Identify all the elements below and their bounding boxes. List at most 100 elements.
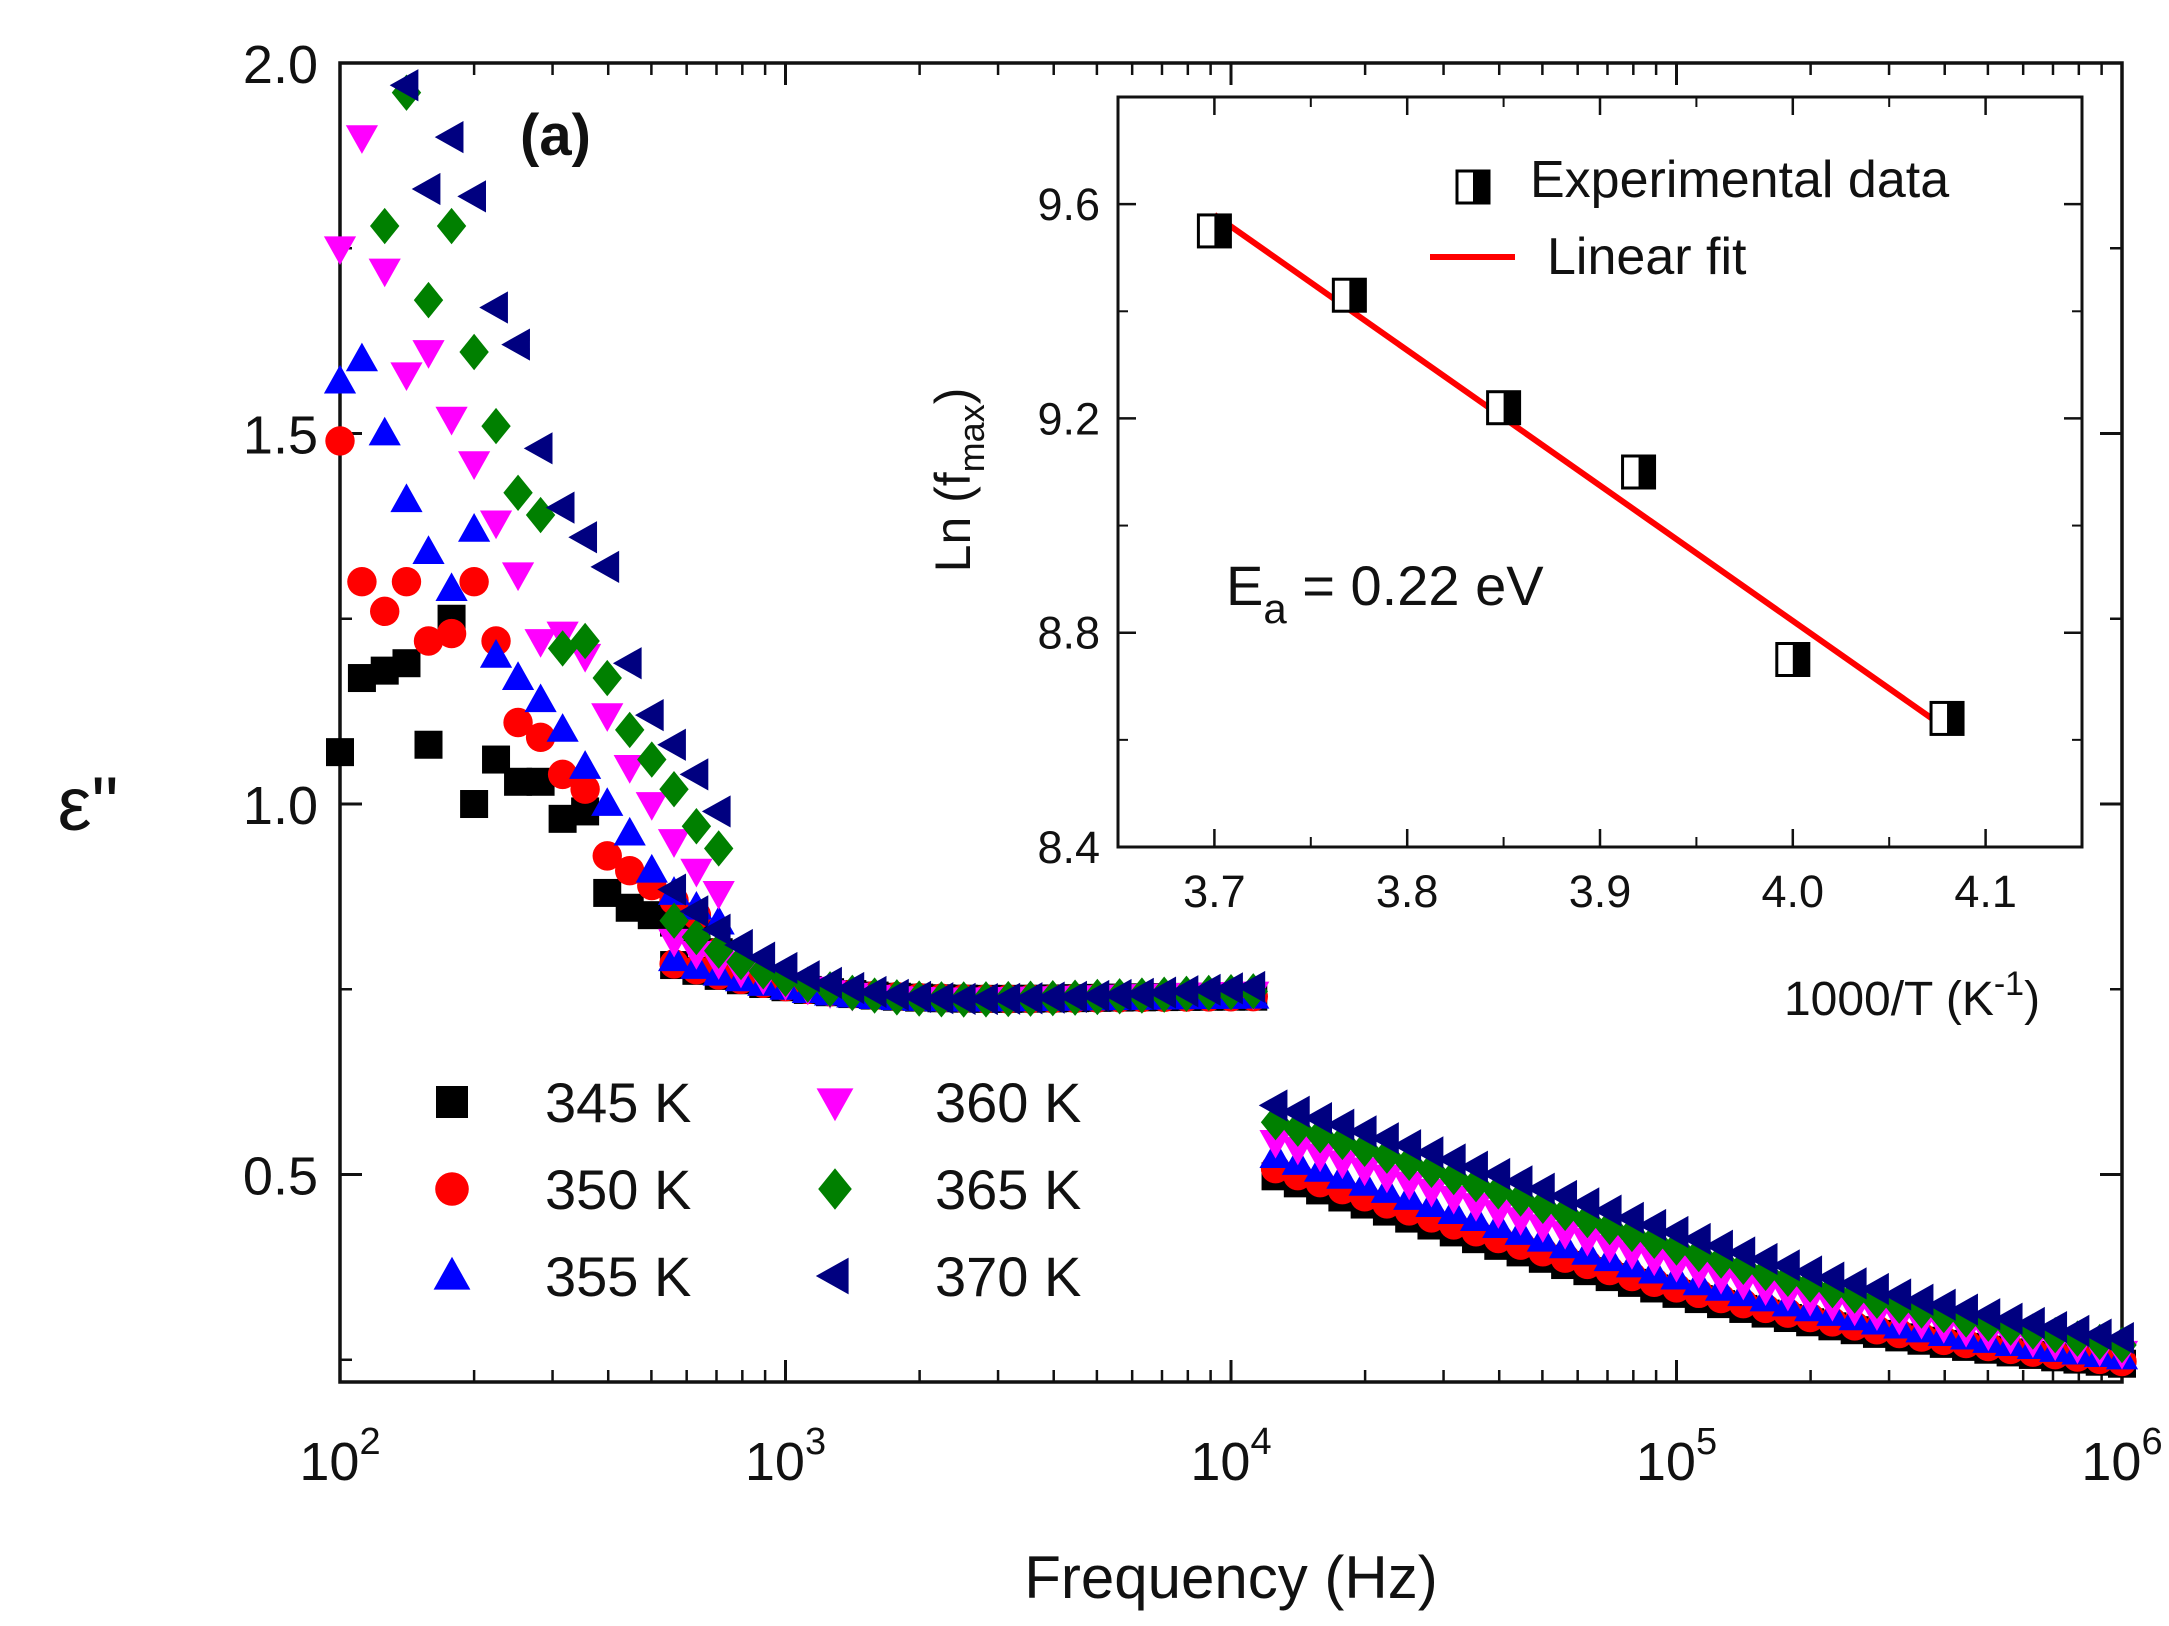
data-point <box>726 943 756 981</box>
data-point <box>1971 1298 2001 1331</box>
data-point <box>1795 1266 1825 1303</box>
data-point <box>345 125 379 154</box>
x-tick-label: 105 <box>1636 1421 1717 1492</box>
data-point <box>902 980 932 1013</box>
inset-legend: Experimental data Linear fit <box>1430 151 1949 286</box>
inset-y-title-main: Ln (f <box>925 472 981 572</box>
data-point <box>1750 1254 1781 1292</box>
data-point <box>501 661 535 690</box>
data-point <box>1548 1179 1578 1213</box>
data-point <box>1860 1272 1889 1306</box>
data-point <box>436 618 467 649</box>
legend-marker-355-K <box>433 1256 471 1290</box>
inset-y-tick-label: 8.8 <box>1037 608 1100 659</box>
data-point <box>658 928 691 958</box>
data-point <box>368 416 401 446</box>
data-point <box>991 982 1021 1015</box>
data-point <box>946 982 976 1015</box>
data-point <box>460 790 489 819</box>
data-point <box>1661 1229 1692 1266</box>
data-point <box>569 750 602 779</box>
inset-y-tick-label: 8.4 <box>1037 822 1100 873</box>
data-point <box>680 941 713 970</box>
main-ticks: 102 103 104 105 106 0.5 1.0 1.5 2.0 <box>243 35 2163 1492</box>
data-point <box>1327 1123 1358 1161</box>
inset-data-point <box>1196 213 1232 249</box>
data-point <box>813 966 842 999</box>
legend-marker-345-K <box>436 1086 468 1118</box>
data-point <box>390 362 423 392</box>
data-point <box>1793 1255 1823 1288</box>
data-point <box>1837 1267 1867 1300</box>
data-point <box>1639 1222 1669 1260</box>
data-point <box>1882 1278 1912 1311</box>
data-point <box>2038 1310 2068 1344</box>
data-point <box>501 562 535 592</box>
data-point <box>1102 978 1132 1012</box>
data-point <box>1459 1150 1488 1183</box>
x-axis-title: Frequency (Hz) <box>1024 1544 1437 1611</box>
data-point <box>2105 1321 2134 1355</box>
data-point <box>546 713 579 742</box>
data-point <box>1347 1115 1377 1148</box>
annotation-subscript: a <box>1263 585 1287 632</box>
data-point <box>547 630 578 667</box>
data-point <box>635 792 668 821</box>
data-point <box>570 774 600 804</box>
legend-label: 350 K <box>545 1158 691 1221</box>
data-point <box>1392 1129 1422 1162</box>
data-point <box>368 258 401 288</box>
data-point <box>1572 1201 1603 1239</box>
data-point <box>1927 1288 1956 1321</box>
inset-ticks: 3.7 3.8 3.9 4.0 4.1 8.4 8.8 9.2 9.6 <box>1037 96 2083 917</box>
data-point <box>746 941 776 974</box>
data-point <box>434 121 464 154</box>
data-point <box>679 758 709 791</box>
data-point <box>2060 1314 2090 1348</box>
legend-marker-370-K <box>815 1257 849 1295</box>
data-point <box>1436 1143 1466 1176</box>
data-point <box>634 698 664 732</box>
data-point <box>479 639 513 668</box>
data-point <box>1526 1172 1555 1205</box>
data-point <box>1058 980 1087 1014</box>
data-point <box>659 770 689 808</box>
x-tick-label: 102 <box>299 1421 380 1492</box>
data-point <box>435 406 468 436</box>
data-point <box>701 795 731 828</box>
legend-label: 370 K <box>935 1245 1081 1308</box>
annotation-value: = 0.22 eV <box>1287 554 1545 617</box>
legend-label: 345 K <box>545 1071 691 1134</box>
data-point <box>702 881 735 910</box>
data-point <box>458 451 491 480</box>
data-point <box>370 207 400 245</box>
data-point <box>459 567 489 597</box>
data-point <box>1214 972 1243 1005</box>
data-point <box>323 236 357 266</box>
data-point <box>592 659 622 697</box>
y-tick-label: 0.5 <box>243 1147 318 1207</box>
data-point <box>479 510 513 540</box>
legend-marker-365-K <box>818 1168 852 1210</box>
data-point <box>615 711 645 749</box>
data-point <box>436 207 467 245</box>
data-point <box>435 572 468 602</box>
data-point <box>637 741 667 778</box>
data-point <box>1592 1194 1622 1227</box>
data-point <box>657 728 686 761</box>
data-point <box>524 629 557 658</box>
y-tick-label: 1.5 <box>243 406 318 466</box>
data-point <box>1481 1157 1511 1191</box>
data-point <box>2016 1306 2045 1340</box>
data-point <box>1949 1293 1978 1326</box>
data-point <box>503 474 533 511</box>
y-tick-label: 1.0 <box>243 776 318 836</box>
data-point <box>1281 1095 1310 1128</box>
data-point <box>835 971 865 1005</box>
data-point <box>1528 1187 1558 1224</box>
y-tick-label: 2.0 <box>243 35 318 95</box>
data-point <box>413 281 444 319</box>
data-point <box>857 975 887 1009</box>
data-point <box>657 873 687 906</box>
data-point <box>613 816 646 846</box>
